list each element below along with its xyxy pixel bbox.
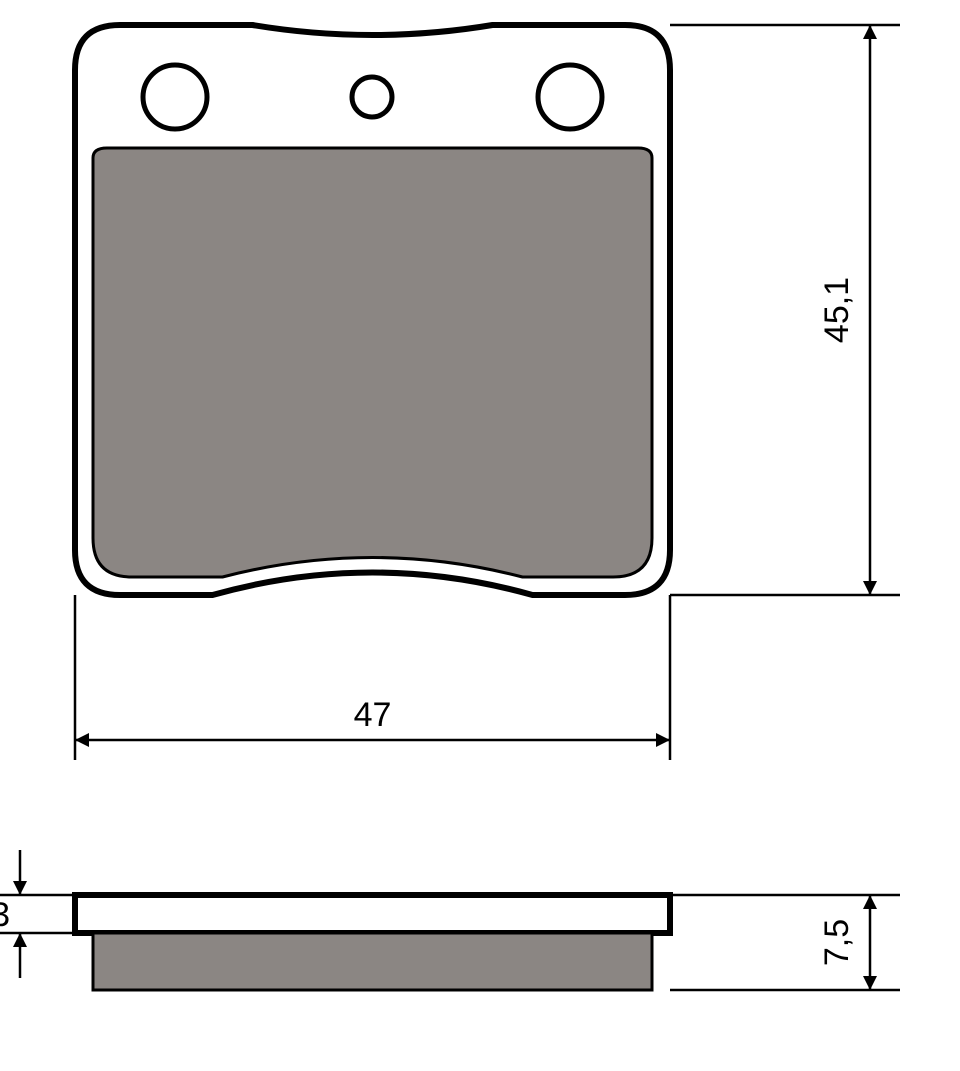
mounting-hole-1 [143,65,207,129]
technical-drawing: 45,1 47 7,5 3 [0,0,960,1071]
dim-width-label: 47 [354,696,392,734]
side-friction [93,933,652,990]
dim-height-label: 45,1 [818,277,856,343]
dim-total_thick-label: 7,5 [818,919,856,966]
mounting-hole-2 [352,77,392,117]
mounting-hole-3 [538,65,602,129]
friction-pad-face [93,148,652,577]
dim-plate_thick-label: 3 [0,896,10,934]
side-backplate [75,895,670,933]
